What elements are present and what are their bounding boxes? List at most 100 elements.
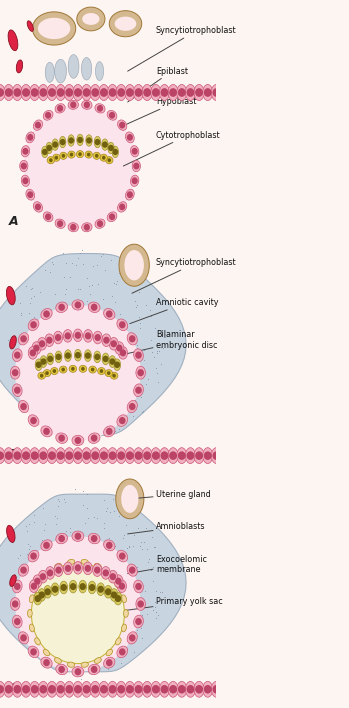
Circle shape — [58, 304, 65, 311]
Circle shape — [109, 213, 115, 220]
Circle shape — [133, 163, 140, 169]
Ellipse shape — [159, 681, 169, 697]
Circle shape — [75, 302, 81, 309]
Circle shape — [30, 349, 36, 356]
Polygon shape — [125, 250, 144, 280]
Ellipse shape — [185, 681, 195, 697]
Ellipse shape — [7, 525, 15, 542]
Circle shape — [70, 101, 76, 108]
Circle shape — [0, 88, 4, 97]
Circle shape — [20, 335, 27, 343]
Circle shape — [102, 142, 108, 148]
Circle shape — [65, 88, 73, 97]
Ellipse shape — [74, 349, 81, 361]
Ellipse shape — [38, 571, 47, 583]
Ellipse shape — [64, 562, 73, 575]
Ellipse shape — [64, 447, 74, 464]
Circle shape — [161, 685, 169, 694]
Circle shape — [43, 659, 50, 666]
Ellipse shape — [41, 539, 52, 551]
Circle shape — [134, 451, 142, 460]
Circle shape — [60, 584, 67, 591]
Circle shape — [80, 583, 86, 590]
Ellipse shape — [35, 359, 42, 370]
Ellipse shape — [110, 588, 118, 601]
Circle shape — [48, 685, 56, 694]
Circle shape — [75, 332, 81, 339]
Circle shape — [30, 321, 37, 329]
Circle shape — [213, 685, 220, 694]
Ellipse shape — [63, 329, 72, 342]
Ellipse shape — [194, 681, 204, 697]
Circle shape — [91, 435, 97, 442]
Circle shape — [91, 666, 97, 673]
Ellipse shape — [81, 559, 88, 564]
Ellipse shape — [28, 646, 39, 658]
Circle shape — [107, 158, 111, 162]
Circle shape — [143, 685, 151, 694]
Circle shape — [111, 591, 117, 598]
Ellipse shape — [47, 681, 57, 697]
Circle shape — [48, 451, 56, 460]
Circle shape — [119, 417, 126, 424]
Ellipse shape — [47, 447, 57, 464]
Circle shape — [84, 565, 91, 572]
Circle shape — [109, 685, 117, 694]
Circle shape — [120, 349, 126, 356]
Circle shape — [47, 355, 53, 362]
Ellipse shape — [26, 189, 35, 200]
Ellipse shape — [40, 355, 47, 367]
Circle shape — [91, 304, 97, 311]
Ellipse shape — [68, 223, 79, 232]
Circle shape — [132, 148, 138, 154]
Circle shape — [30, 552, 37, 560]
Ellipse shape — [211, 84, 221, 101]
Ellipse shape — [121, 624, 126, 632]
Ellipse shape — [117, 319, 128, 331]
Ellipse shape — [30, 447, 39, 464]
Ellipse shape — [72, 531, 84, 542]
Ellipse shape — [126, 189, 134, 200]
Ellipse shape — [4, 447, 14, 464]
Ellipse shape — [68, 151, 75, 158]
Ellipse shape — [125, 84, 135, 101]
Circle shape — [195, 88, 203, 97]
Circle shape — [35, 122, 41, 129]
Ellipse shape — [4, 681, 14, 697]
Circle shape — [15, 536, 141, 672]
Ellipse shape — [127, 401, 137, 413]
Ellipse shape — [117, 646, 128, 658]
Circle shape — [31, 583, 37, 590]
Ellipse shape — [6, 287, 15, 304]
Circle shape — [91, 451, 99, 460]
Circle shape — [108, 144, 114, 151]
Ellipse shape — [151, 84, 161, 101]
Circle shape — [70, 153, 73, 156]
Polygon shape — [0, 253, 186, 435]
Ellipse shape — [56, 302, 68, 312]
Circle shape — [20, 403, 27, 410]
Ellipse shape — [85, 151, 92, 158]
Circle shape — [39, 685, 47, 694]
Circle shape — [109, 112, 115, 119]
Ellipse shape — [112, 147, 119, 158]
Ellipse shape — [41, 426, 52, 437]
Ellipse shape — [136, 598, 146, 610]
Circle shape — [0, 685, 4, 694]
Circle shape — [103, 569, 109, 576]
Circle shape — [117, 451, 125, 460]
Ellipse shape — [12, 84, 22, 101]
Circle shape — [213, 88, 220, 97]
Ellipse shape — [29, 580, 38, 593]
Polygon shape — [0, 494, 186, 672]
Ellipse shape — [54, 564, 63, 576]
Ellipse shape — [93, 331, 102, 344]
Polygon shape — [82, 13, 99, 25]
Circle shape — [57, 88, 65, 97]
Ellipse shape — [102, 334, 111, 346]
Text: A: A — [9, 215, 18, 228]
Ellipse shape — [114, 593, 122, 605]
Circle shape — [129, 634, 135, 641]
Ellipse shape — [117, 550, 128, 562]
Ellipse shape — [45, 62, 54, 82]
